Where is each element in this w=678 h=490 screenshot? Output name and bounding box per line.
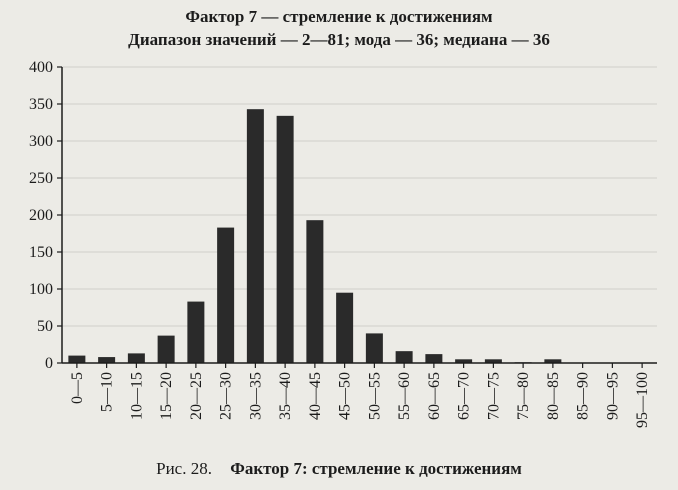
- bar: [455, 359, 473, 363]
- bar: [157, 335, 175, 363]
- bar: [187, 301, 205, 363]
- bar: [484, 359, 502, 363]
- bar: [306, 220, 324, 363]
- bar: [425, 354, 443, 363]
- y-tick-label: 250: [29, 170, 53, 187]
- x-tick-label: 40—45: [307, 372, 324, 420]
- y-tick-label: 300: [29, 133, 53, 150]
- x-tick-label: 50—55: [366, 372, 383, 420]
- figure-caption: Рис. 28. Фактор 7: стремление к достижен…: [0, 459, 678, 479]
- bar: [365, 333, 383, 363]
- y-axis-ticks: 0 50 100 150 200 250 300 350 400: [29, 59, 62, 372]
- y-tick-label: 400: [29, 59, 53, 76]
- bar: [127, 353, 145, 363]
- bar: [276, 115, 294, 363]
- x-tick-label: 65—70: [456, 372, 473, 420]
- x-tick-label: 20—25: [188, 372, 205, 420]
- y-tick-label: 150: [29, 244, 53, 261]
- x-tick-label: 95—100: [634, 372, 651, 428]
- figure-number: Рис. 28.: [156, 459, 212, 478]
- histogram-bars: [68, 109, 562, 364]
- bar: [336, 292, 354, 363]
- y-tick-label: 0: [45, 355, 53, 372]
- x-tick-label: 15—20: [158, 372, 175, 420]
- bar: [98, 357, 116, 363]
- x-tick-label: 0—5: [69, 372, 86, 404]
- bar: [246, 109, 264, 364]
- figure-caption-title: Фактор 7: стремление к достижениям: [230, 459, 522, 478]
- x-tick-label: 75—80: [515, 372, 532, 420]
- y-tick-label: 200: [29, 207, 53, 224]
- x-tick-label: 30—35: [247, 372, 264, 420]
- chart-subtitle: Диапазон значений — 2—81; мода — 36; мед…: [128, 30, 550, 49]
- x-tick-label: 80—85: [545, 372, 562, 420]
- bar: [544, 359, 562, 363]
- x-tick-label: 85—90: [575, 372, 592, 420]
- x-tick-label: 60—65: [426, 372, 443, 420]
- x-tick-label: 25—30: [218, 372, 235, 420]
- x-tick-label: 10—15: [128, 372, 145, 420]
- x-tick-label: 90—95: [604, 372, 621, 420]
- x-tick-label: 5—10: [99, 372, 116, 412]
- gridlines: [62, 66, 657, 327]
- x-tick-label: 45—50: [337, 372, 354, 420]
- y-tick-label: 350: [29, 96, 53, 113]
- x-tick-label: 70—75: [485, 372, 502, 420]
- x-axis-ticks: 0—5 5—10 10—15 15—20 20—25 25—30 30—35 35—40 40—…: [69, 363, 651, 428]
- chart-title: Фактор 7 — стремление к достижениям: [185, 7, 493, 26]
- y-tick-label: 50: [37, 318, 53, 335]
- y-tick-label: 100: [29, 281, 53, 298]
- bar: [395, 351, 413, 363]
- x-tick-label: 55—60: [396, 372, 413, 420]
- bar: [68, 355, 86, 363]
- bar: [217, 227, 235, 363]
- x-tick-label: 35—40: [277, 372, 294, 420]
